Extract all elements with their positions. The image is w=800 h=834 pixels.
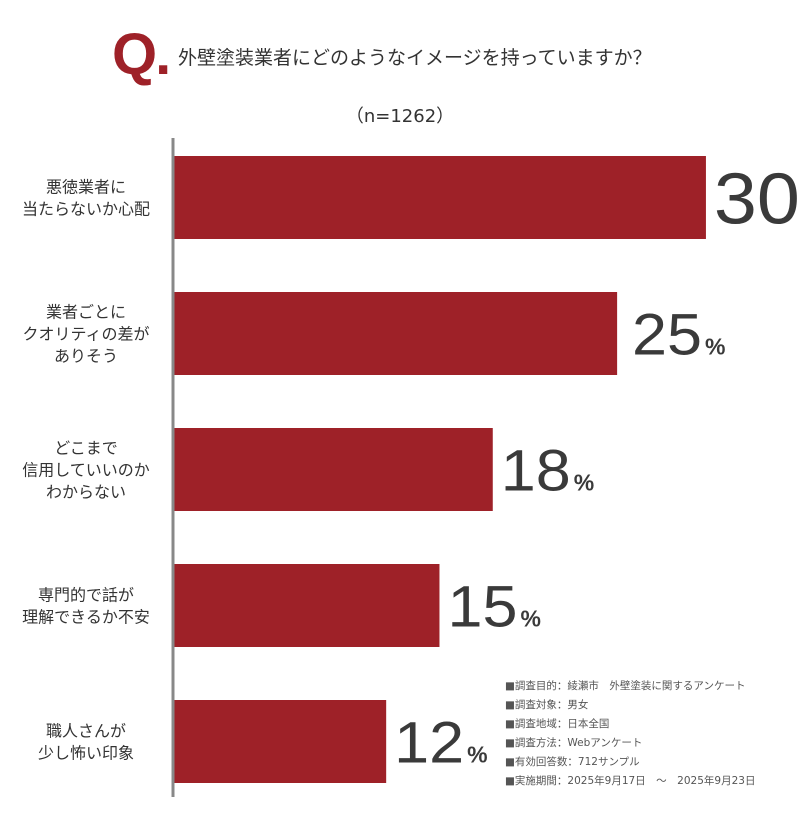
value-label-0: 30 <box>714 159 800 239</box>
survey-notes: ■調査目的：綾瀬市 外壁塗装に関するアンケート ■調査対象：男女 ■調査地域：日… <box>505 677 755 791</box>
bar-2 <box>173 428 493 511</box>
value-label-1: 25 <box>632 302 702 367</box>
bar-3 <box>173 564 440 647</box>
sample-size: （n=1262） <box>345 106 455 127</box>
value-label-4: 12 <box>394 710 464 775</box>
bar-1 <box>173 292 618 375</box>
question-mark: Q. <box>112 22 171 87</box>
category-label-2: どこまで信用していいのかわからない <box>22 439 150 502</box>
note-responses: ■有効回答数：712サンプル <box>505 756 640 768</box>
question-text: 外壁塗装業者にどのようなイメージを持っていますか？ <box>178 47 652 69</box>
note-purpose: ■調査目的：綾瀬市 外壁塗装に関するアンケート <box>505 680 746 692</box>
category-label-3: 専門的で話が理解できるか不安 <box>22 586 150 627</box>
percent-sign-4: % <box>467 741 487 767</box>
category-label-1: 業者ごとにクオリティの差がありそう <box>22 303 149 366</box>
bar-0 <box>173 156 706 239</box>
value-label-2: 18 <box>501 438 571 503</box>
note-period: ■実施期間：2025年9月17日 ～ 2025年9月23日 <box>505 775 756 787</box>
bar-4 <box>173 700 387 783</box>
percent-sign-1: % <box>705 333 725 359</box>
category-label-4: 職人さんが少し怖い印象 <box>38 722 134 763</box>
note-region: ■調査地域：日本全国 <box>505 718 610 730</box>
note-target: ■調査対象：男女 <box>505 699 589 711</box>
percent-sign-2: % <box>574 469 594 495</box>
value-label-3: 15 <box>447 574 517 639</box>
note-method: ■調査方法：Webアンケート <box>505 737 643 749</box>
percent-sign-3: % <box>520 605 540 631</box>
category-label-0: 悪徳業者に当たらないか心配 <box>22 178 150 219</box>
